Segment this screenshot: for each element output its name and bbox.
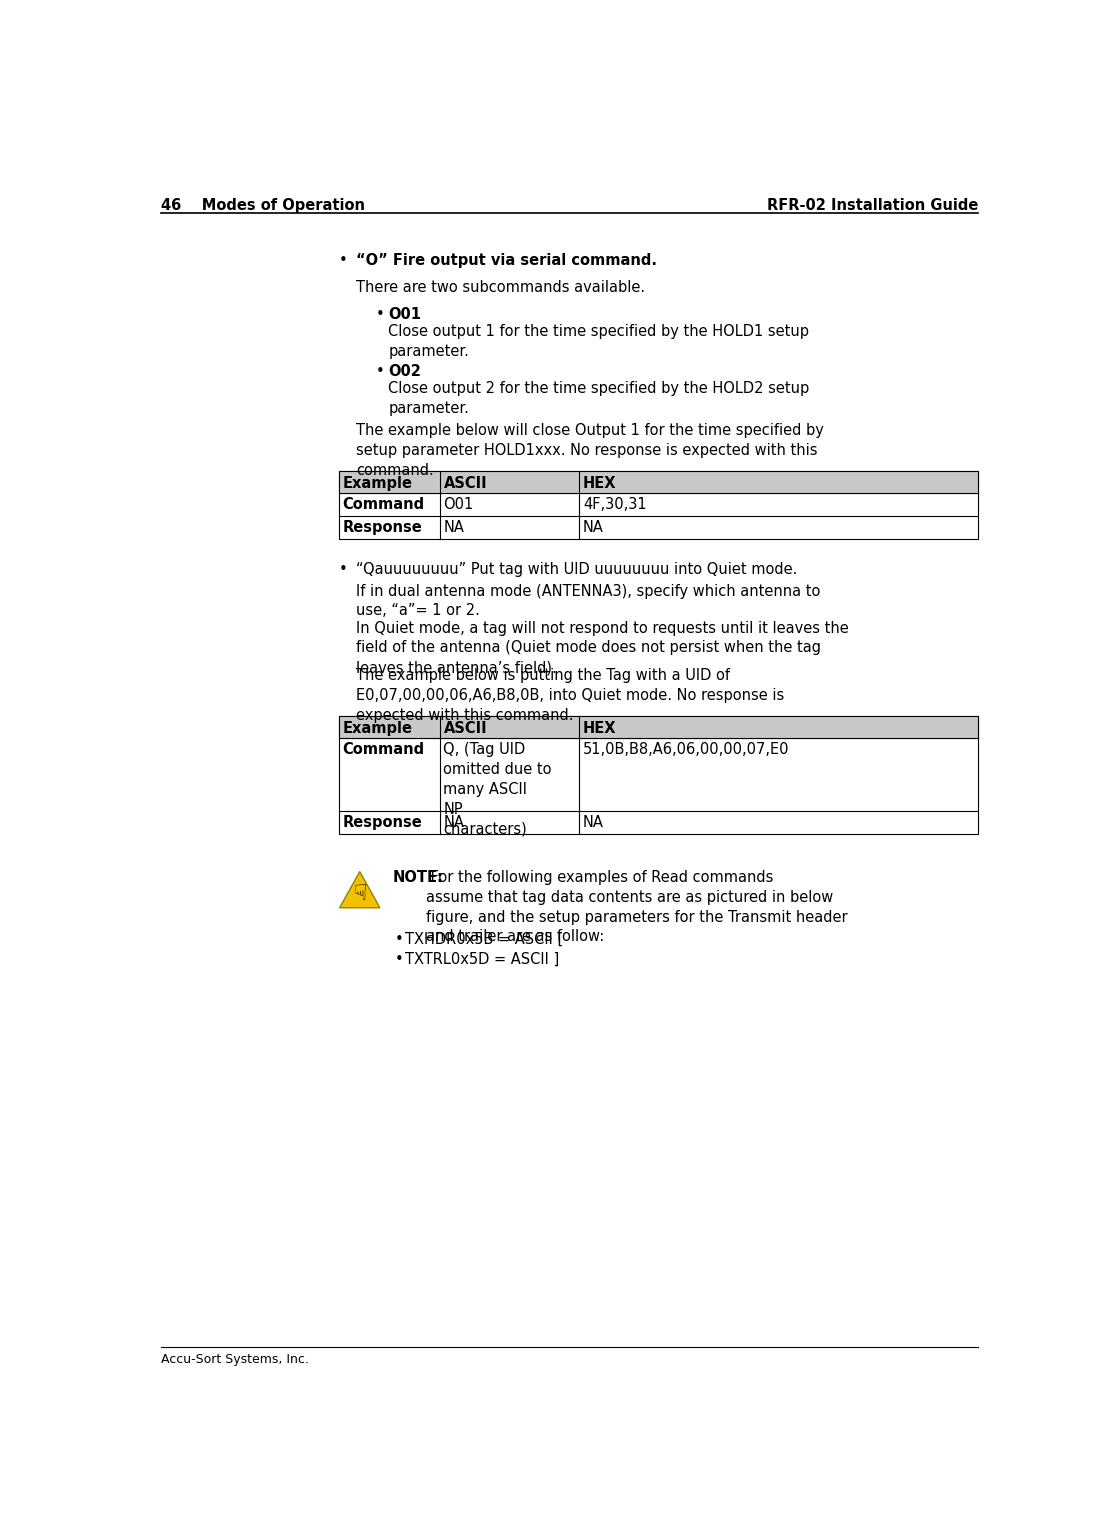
Text: In Quiet mode, a tag will not respond to requests until it leaves the
field of t: In Quiet mode, a tag will not respond to…	[356, 621, 849, 675]
Text: Example: Example	[342, 475, 412, 491]
Text: Accu-Sort Systems, Inc.: Accu-Sort Systems, Inc.	[161, 1352, 309, 1366]
Text: TXTRL0x5D = ASCII ]: TXTRL0x5D = ASCII ]	[406, 952, 560, 967]
Text: O01: O01	[389, 307, 421, 322]
Text: TXHDR0x5B = ASCII [: TXHDR0x5B = ASCII [	[406, 932, 563, 947]
Bar	[339, 471, 978, 540]
Text: 51,0B,B8,A6,06,00,00,07,E0: 51,0B,B8,A6,06,00,00,07,E0	[583, 742, 790, 757]
Text: •: •	[339, 253, 348, 268]
Text: HEX: HEX	[583, 721, 617, 736]
Text: •: •	[394, 932, 403, 947]
Text: Close output 2 for the time specified by the HOLD2 setup
parameter.: Close output 2 for the time specified by…	[389, 382, 810, 415]
Text: NA: NA	[443, 816, 464, 831]
Text: ASCII: ASCII	[443, 721, 487, 736]
Text: •: •	[394, 952, 403, 967]
Text: NA: NA	[583, 520, 603, 535]
Text: HEX: HEX	[583, 475, 617, 491]
Text: 46    Modes of Operation: 46 Modes of Operation	[161, 198, 364, 213]
Text: 4F,30,31: 4F,30,31	[583, 497, 647, 512]
Text: ASCII: ASCII	[443, 475, 487, 491]
Text: O01: O01	[443, 497, 473, 512]
Text: For the following examples of Read commands
assume that tag data contents are as: For the following examples of Read comma…	[427, 871, 848, 944]
Text: Response: Response	[342, 816, 422, 831]
Polygon shape	[340, 872, 380, 908]
Text: Command: Command	[342, 497, 424, 512]
Text: •: •	[376, 365, 384, 379]
Text: Q, (Tag UID
omitted due to
many ASCII
NP
characters): Q, (Tag UID omitted due to many ASCII NP…	[443, 742, 552, 837]
Text: •: •	[376, 307, 384, 322]
Text: Close output 1 for the time specified by the HOLD1 setup
parameter.: Close output 1 for the time specified by…	[389, 323, 810, 359]
Text: Command: Command	[342, 742, 424, 757]
Text: “Qauuuuuuuu” Put tag with UID uuuuuuuu into Quiet mode.: “Qauuuuuuuu” Put tag with UID uuuuuuuu i…	[356, 563, 798, 576]
Text: The example below will close Output 1 for the time specified by
setup parameter : The example below will close Output 1 fo…	[356, 423, 823, 478]
Text: NOTE:: NOTE:	[393, 871, 444, 885]
Text: ☟: ☟	[353, 885, 367, 904]
Text: The example below is putting the Tag with a UID of
E0,07,00,00,06,A6,B8,0B, into: The example below is putting the Tag wit…	[356, 668, 784, 724]
Text: “O” Fire output via serial command.: “O” Fire output via serial command.	[356, 253, 657, 268]
Text: RFR-02 Installation Guide: RFR-02 Installation Guide	[767, 198, 978, 213]
Text: Example: Example	[342, 721, 412, 736]
Text: •: •	[339, 563, 348, 576]
Bar	[339, 716, 978, 834]
Text: NA: NA	[443, 520, 464, 535]
Text: Response: Response	[342, 520, 422, 535]
Text: NA: NA	[583, 816, 603, 831]
Text: O02: O02	[389, 365, 421, 379]
Text: If in dual antenna mode (ANTENNA3), specify which antenna to
use, “a”= 1 or 2.: If in dual antenna mode (ANTENNA3), spec…	[356, 584, 820, 618]
Text: There are two subcommands available.: There are two subcommands available.	[356, 281, 645, 296]
